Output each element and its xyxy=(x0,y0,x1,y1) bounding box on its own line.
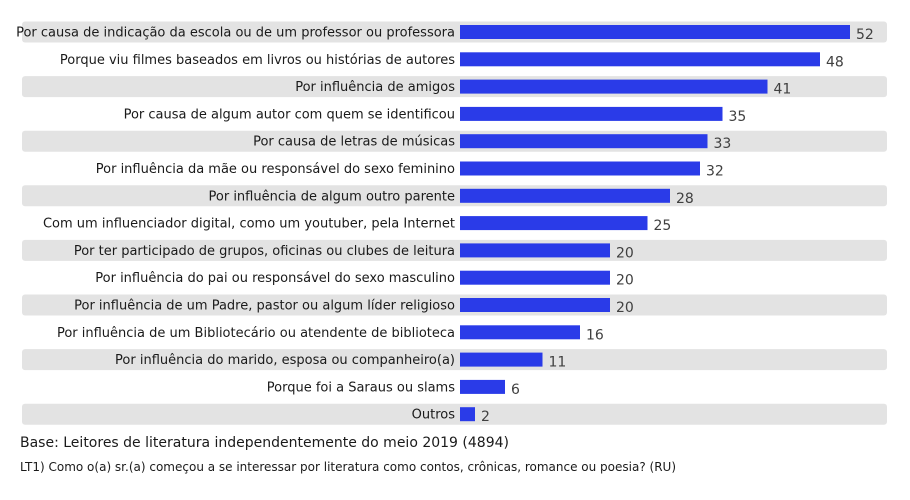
bar xyxy=(460,25,850,39)
category-label: Por ter participado de grupos, oficinas … xyxy=(74,244,455,259)
row-band xyxy=(22,185,887,207)
value-label: 20 xyxy=(616,300,634,316)
category-label: Com um influenciador digital, como um yo… xyxy=(43,217,455,232)
bar xyxy=(460,243,610,258)
row-band xyxy=(22,239,887,261)
value-label: 33 xyxy=(714,136,732,152)
row-band xyxy=(22,294,887,316)
bar xyxy=(460,134,708,149)
category-label: Por influência de algum outro parente xyxy=(209,189,455,204)
bar xyxy=(460,325,580,340)
bar xyxy=(460,106,723,121)
base-footnote: Base: Leitores de literatura independent… xyxy=(20,435,509,451)
bar xyxy=(460,407,475,422)
bar-chart: Por causa de indicação da escola ou de u… xyxy=(16,21,887,425)
category-label: Por causa de indicação da escola ou de u… xyxy=(16,26,455,41)
bar xyxy=(460,379,505,394)
category-label: Por influência de um Bibliotecário ou at… xyxy=(57,326,455,341)
category-label: Por influência de um Padre, pastor ou al… xyxy=(74,299,455,314)
category-label: Por influência de amigos xyxy=(295,80,455,95)
category-label: Por causa de letras de músicas xyxy=(253,135,455,150)
bar xyxy=(460,216,648,231)
bar xyxy=(460,298,610,312)
value-label: 16 xyxy=(586,327,604,343)
value-label: 6 xyxy=(511,382,520,398)
row-band xyxy=(22,403,887,425)
value-label: 52 xyxy=(856,27,874,43)
category-label: Porque foi a Saraus ou slams xyxy=(267,380,455,395)
bar xyxy=(460,161,700,176)
question-footnote: LT1) Como o(a) sr.(a) começou a se inter… xyxy=(20,460,677,474)
bar xyxy=(460,352,543,367)
value-label: 32 xyxy=(706,164,724,180)
category-label: Por causa de algum autor com quem se ide… xyxy=(124,107,455,122)
bar xyxy=(460,188,670,203)
bar xyxy=(460,270,610,285)
value-label: 20 xyxy=(616,245,634,261)
category-label: Por influência do pai ou responsável do … xyxy=(95,271,455,286)
value-label: 11 xyxy=(549,355,567,371)
value-label: 41 xyxy=(774,82,792,98)
value-label: 25 xyxy=(654,218,672,234)
value-label: 2 xyxy=(481,409,490,425)
category-label: Por influência da mãe ou responsável do … xyxy=(96,162,455,177)
value-label: 28 xyxy=(676,191,694,207)
category-label: Porque viu filmes baseados em livros ou … xyxy=(60,53,455,68)
category-label: Por influência do marido, esposa ou comp… xyxy=(115,353,455,368)
bar xyxy=(460,52,820,67)
category-label: Outros xyxy=(412,408,456,423)
bar xyxy=(460,79,768,94)
row-band xyxy=(22,349,887,371)
value-label: 20 xyxy=(616,273,634,289)
value-label: 48 xyxy=(826,54,844,70)
value-label: 35 xyxy=(729,109,747,125)
